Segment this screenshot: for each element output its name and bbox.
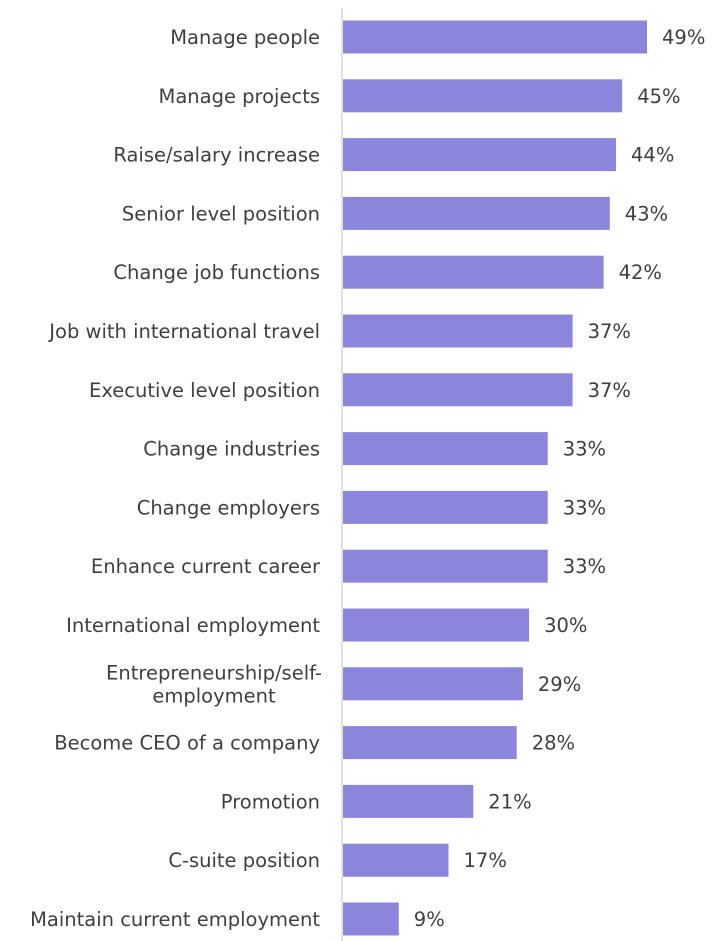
value-labels: 49% 45% 44% 43% 42% 37% 37% 33% 33% 33% 30% 29% 28% 2…	[414, 26, 706, 931]
bar	[343, 902, 399, 936]
value-label: 28%	[532, 732, 575, 755]
value-label: 33%	[563, 496, 606, 519]
bar	[343, 138, 616, 172]
category-label: Job with international travel	[47, 320, 320, 343]
category-label-line: Maintain current employment	[30, 908, 320, 931]
category-label: International employment	[66, 614, 320, 637]
category-label-line: Change employers	[137, 496, 320, 519]
value-label: 49%	[662, 26, 705, 49]
category-label: Become CEO of a company	[54, 732, 320, 755]
category-label-line: Raise/salary increase	[113, 144, 320, 167]
category-label: C-suite position	[168, 849, 320, 872]
category-label-line: employment	[152, 684, 276, 707]
bar	[343, 608, 530, 642]
value-label: 37%	[588, 320, 631, 343]
category-label: Change industries	[143, 438, 320, 461]
category-label-line: C-suite position	[168, 849, 320, 872]
category-label-line: International employment	[66, 614, 320, 637]
value-label: 29%	[538, 673, 581, 696]
category-label-line: Entrepreneurship/self-	[106, 661, 322, 684]
bar	[343, 255, 604, 289]
bar	[343, 549, 548, 583]
category-label: Raise/salary increase	[113, 144, 320, 167]
bar	[343, 196, 610, 230]
value-label: 30%	[544, 614, 587, 637]
bar	[343, 20, 647, 54]
category-label-line: Change industries	[143, 438, 320, 461]
value-label: 42%	[619, 261, 662, 284]
category-label: Maintain current employment	[30, 908, 320, 931]
value-label: 33%	[563, 438, 606, 461]
bar	[343, 667, 523, 701]
value-label: 37%	[588, 379, 631, 402]
value-label: 33%	[563, 555, 606, 578]
category-label-line: Become CEO of a company	[54, 732, 320, 755]
value-label: 9%	[414, 908, 445, 931]
bar	[343, 843, 449, 877]
category-label-line: Enhance current career	[91, 555, 321, 578]
bar	[343, 373, 573, 407]
category-labels: Manage people Manage projects Raise/salary…	[30, 26, 322, 931]
value-label: 17%	[464, 849, 507, 872]
value-label: 21%	[488, 790, 531, 813]
bar	[343, 79, 623, 113]
category-label: Change job functions	[113, 261, 320, 284]
category-label-line: Job with international travel	[47, 320, 320, 343]
category-label: Change employers	[137, 496, 320, 519]
bar	[343, 784, 474, 818]
category-label-line: Senior level position	[122, 202, 320, 225]
bar	[343, 314, 573, 348]
category-label-line: Manage people	[170, 26, 320, 49]
value-label: 44%	[631, 144, 674, 167]
category-label: Senior level position	[122, 202, 320, 225]
category-label: Enhance current career	[91, 555, 321, 578]
value-label: 43%	[625, 202, 668, 225]
bar	[343, 726, 517, 760]
category-label-line: Manage projects	[159, 85, 321, 108]
category-label: Promotion	[221, 790, 320, 813]
bars	[343, 20, 647, 936]
category-label-line: Change job functions	[113, 261, 320, 284]
category-label-line: Executive level position	[89, 379, 320, 402]
category-label: Executive level position	[89, 379, 320, 402]
bar	[343, 490, 548, 524]
category-label: Entrepreneurship/self-employment	[106, 661, 322, 707]
value-label: 45%	[637, 85, 680, 108]
category-label-line: Promotion	[221, 790, 320, 813]
category-label: Manage people	[170, 26, 320, 49]
bar	[343, 432, 548, 466]
category-label: Manage projects	[159, 85, 321, 108]
